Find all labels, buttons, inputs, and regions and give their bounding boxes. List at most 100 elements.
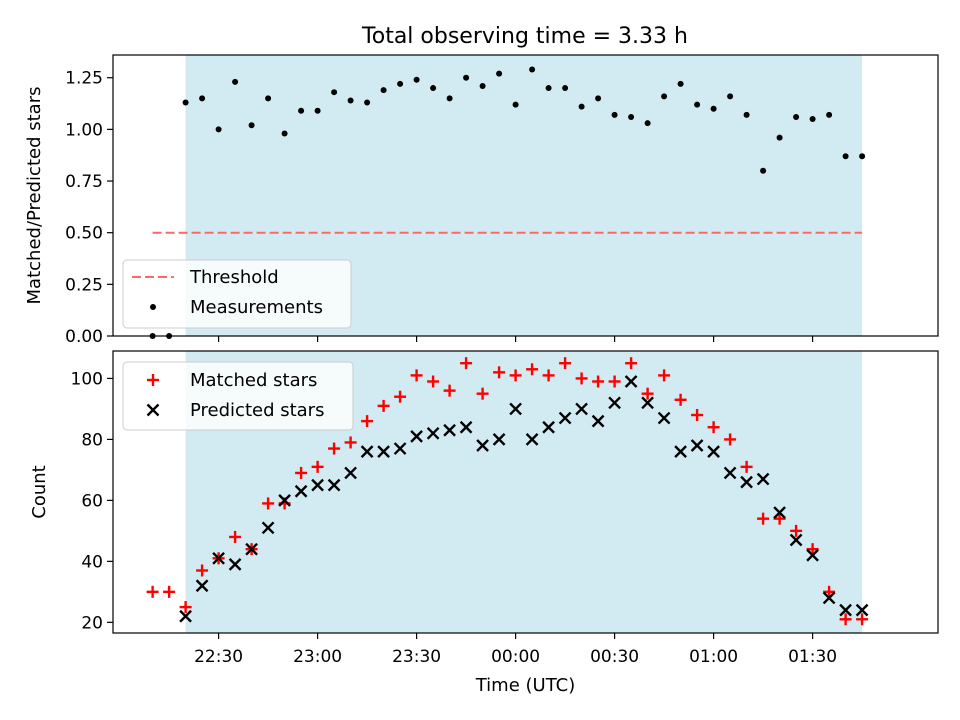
predicted-stars-series [179,375,869,623]
matched-star-point [856,613,869,626]
x-axis-label: Time (UTC) [475,675,576,696]
matched-stars-series [146,357,869,626]
predicted-star-point [624,375,638,388]
matched-star-point [361,415,374,428]
y-tick-label: 60 [81,491,103,511]
measurement-point [710,105,717,112]
predicted-star-marker-b [360,445,374,458]
predicted-star-marker-b [377,445,390,458]
predicted-star-marker-b [344,466,357,480]
predicted-star-marker-b [740,475,753,489]
bottom-axes-frame [112,350,939,634]
predicted-star-point [525,433,539,446]
measurement-point [413,76,420,83]
predicted-star-point [459,420,473,434]
matched-star-point [608,375,621,388]
measurement-point [727,93,734,100]
predicted-star-marker-b [410,430,423,443]
matched-star-point [179,601,192,614]
top-y-axis: 0.00 0.25 0.50 0.75 1.00 1.25 [65,69,113,347]
predicted-star-point [443,423,456,437]
measurement-point [298,107,305,114]
matched-star-point [575,372,588,385]
predicted-star-marker-b [756,472,770,486]
measurement-point [644,120,651,127]
measurement-point [545,85,552,92]
measurements-series [149,66,866,339]
matched-star-point [493,366,506,379]
predicted-star-point [707,445,720,458]
bottom-y-axis: 20 40 60 80 100 [71,369,113,633]
predicted-star-point [393,442,407,455]
matched-star-point [625,357,638,370]
legend-predicted-label: Predicted stars [190,400,324,421]
predicted-star-marker-b [509,402,522,416]
measurement-point [364,99,371,106]
measurement-point [611,111,618,118]
predicted-star-marker-b [443,423,456,437]
top-x-axis [218,336,814,342]
predicted-star-point [773,506,786,519]
x-tick-label: 23:30 [392,647,441,667]
measurement-point [677,80,684,87]
predicted-star-marker-b [179,609,192,623]
measurement-point [430,85,437,92]
matched-star-point [460,357,473,370]
bottom-panel: 20 40 60 80 100 22:30 23:00 23:30 00:00 00:30 01:… [29,350,939,696]
matched-star-point [724,433,737,446]
measurement-point [760,167,767,174]
measurement-point [661,93,668,100]
legend-box [122,361,354,431]
x-tick-label: 01:00 [689,647,738,667]
predicted-star-marker-b [591,414,605,428]
predicted-star-point [195,579,209,593]
predicted-star-point [723,466,737,480]
predicted-star-marker-b [855,603,869,617]
predicted-star-marker-b [542,420,555,434]
predicted-star-point [756,472,770,486]
matched-star-point [559,357,572,370]
predicted-star-marker-b [393,442,407,455]
predicted-star-point [608,396,621,410]
predicted-star-marker-b [558,411,572,425]
measurement-point [182,99,189,106]
predicted-star-marker-b [195,579,209,593]
matched-star-point [806,543,819,556]
predicted-star-point [261,521,275,535]
top-axes-frame [112,54,939,337]
predicted-star-point [179,609,192,623]
predicted-star-marker-b [641,396,654,410]
matched-star-point [790,524,803,537]
predicted-star-marker-b [839,603,852,617]
predicted-star-marker-b [806,548,819,562]
matched-star-point [674,393,687,406]
measurement-point [232,78,239,85]
predicted-star-marker-b [822,591,836,605]
predicted-star-marker-b [608,396,621,410]
predicted-star-marker-b [327,478,341,492]
predicted-star-point [245,542,258,556]
measurement-point [578,103,585,110]
predicted-star-marker-b [459,420,473,434]
predicted-star-marker-b [278,494,291,507]
matched-star-point [509,369,522,382]
measurement-point [776,134,783,141]
predicted-star-point [542,420,555,434]
measurement-point [479,82,486,89]
predicted-star-point [294,484,308,498]
predicted-star-point [855,603,869,617]
predicted-star-point [575,402,588,416]
y-tick-label: 0.50 [65,224,103,244]
y-tick-label: 0.00 [65,327,103,347]
matched-star-point [658,369,671,382]
y-tick-label: 100 [71,369,103,389]
predicted-star-point [839,603,852,617]
matched-star-point [229,530,242,543]
matched-star-point [707,421,720,434]
predicted-star-point [591,414,605,428]
predicted-star-point [657,411,671,425]
measurement-point [380,87,387,94]
matched-star-point [641,387,654,400]
legend-threshold-label: Threshold [189,267,279,288]
